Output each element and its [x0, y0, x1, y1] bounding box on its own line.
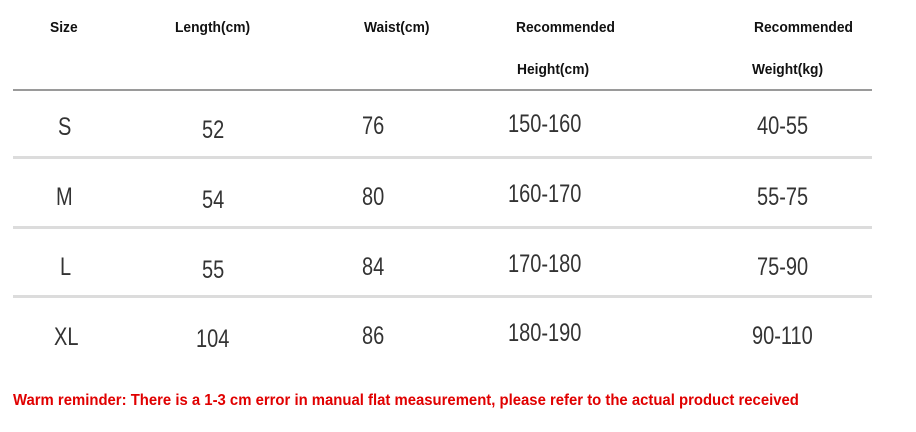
header-divider: [13, 89, 872, 91]
cell-length: 52: [202, 116, 225, 144]
cell-size: XL: [54, 323, 79, 351]
cell-length: 54: [202, 186, 225, 214]
cell-weight: 75-90: [757, 253, 809, 281]
cell-height: 170-180: [508, 250, 582, 278]
cell-waist: 86: [362, 322, 385, 350]
cell-waist: 84: [362, 253, 385, 281]
cell-weight: 55-75: [757, 183, 809, 211]
cell-waist: 76: [362, 112, 385, 140]
cell-size: S: [58, 113, 72, 141]
cell-height: 160-170: [508, 180, 582, 208]
cell-height: 180-190: [508, 319, 582, 347]
cell-waist: 80: [362, 183, 385, 211]
cell-length: 55: [202, 256, 225, 284]
row-divider: [13, 156, 872, 159]
header-height: Recommended: [516, 19, 615, 36]
cell-size: L: [60, 253, 72, 281]
row-divider: [13, 226, 872, 229]
header-length: Length(cm): [175, 19, 251, 36]
header-weight: Recommended: [754, 19, 853, 36]
header-waist: Waist(cm): [364, 19, 430, 36]
cell-length: 104: [196, 325, 230, 353]
cell-weight: 40-55: [757, 112, 809, 140]
warm-reminder-note: Warm reminder: There is a 1-3 cm error i…: [13, 392, 799, 409]
header-height-unit: Height(cm): [517, 61, 590, 78]
header-size: Size: [50, 19, 78, 36]
cell-weight: 90-110: [752, 322, 813, 350]
cell-height: 150-160: [508, 110, 582, 138]
header-weight-unit: Weight(kg): [752, 61, 824, 78]
row-divider: [13, 295, 872, 298]
cell-size: M: [56, 183, 73, 211]
